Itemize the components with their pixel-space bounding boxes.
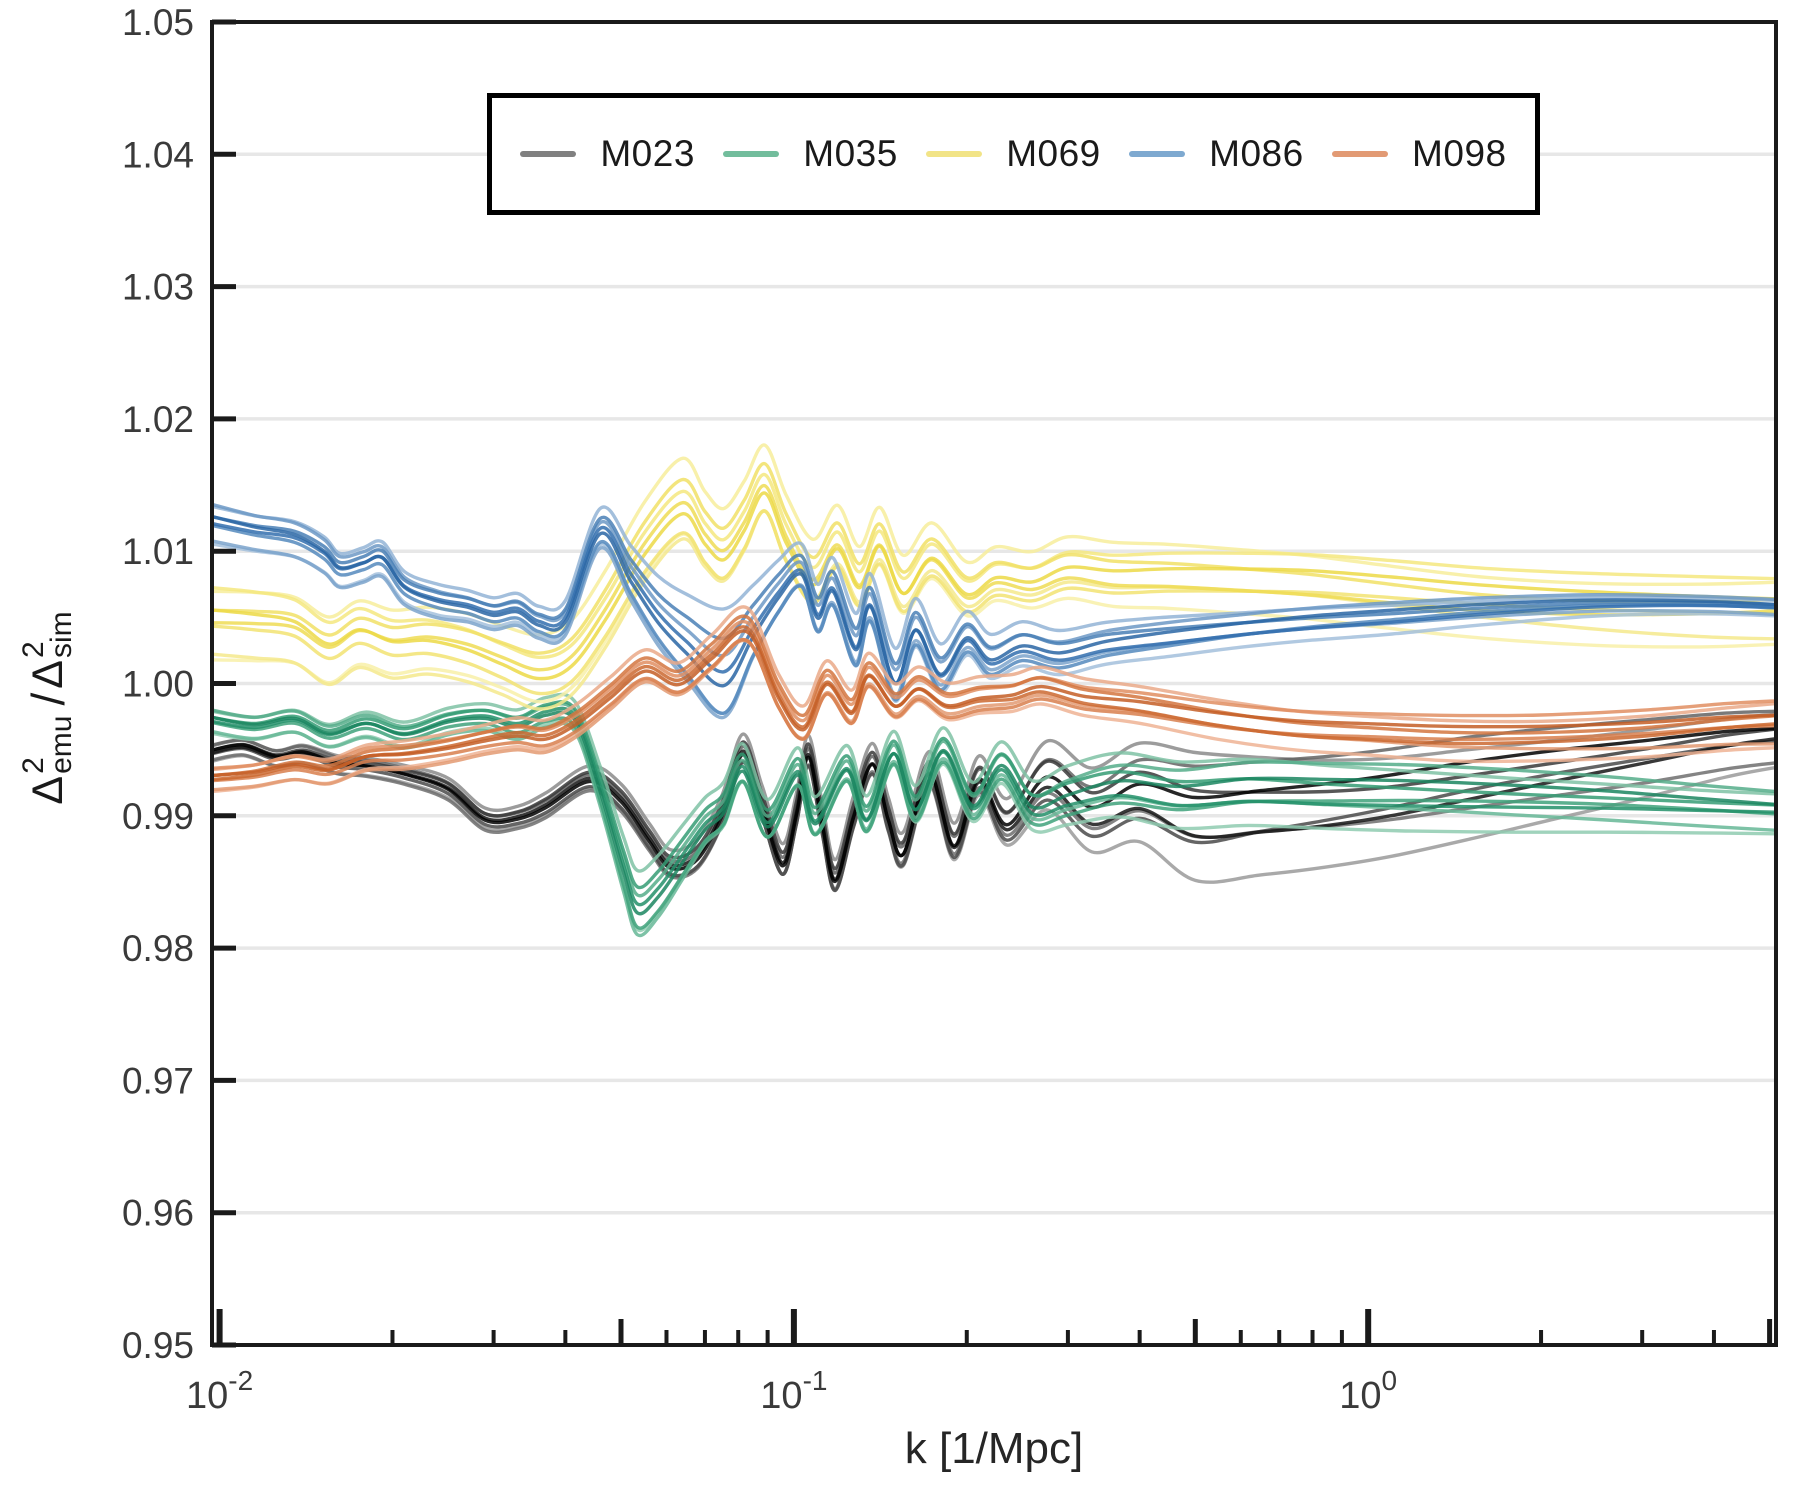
x-tick-label: 10-2 bbox=[186, 1365, 253, 1417]
x-tick-label: 100 bbox=[1339, 1365, 1397, 1417]
y-tick-label: 1.00 bbox=[122, 664, 194, 705]
legend-item-m023: M023 bbox=[520, 133, 695, 175]
series-group bbox=[212, 443, 1776, 938]
legend-label-m086: M086 bbox=[1209, 133, 1304, 174]
legend-item-m069: M069 bbox=[926, 133, 1101, 175]
legend-swatch-m098 bbox=[1332, 151, 1389, 157]
legend-swatch-m023 bbox=[520, 151, 577, 157]
grid bbox=[212, 152, 1776, 1215]
series-M035 bbox=[212, 692, 1776, 938]
legend: M023 M035 M069 M086 M098 bbox=[487, 93, 1540, 215]
legend-label-m069: M069 bbox=[1006, 133, 1101, 174]
ylabel-sub-left: emu bbox=[45, 715, 78, 774]
series-line-M086 bbox=[212, 514, 1776, 688]
series-line-M069 bbox=[212, 462, 1776, 655]
series-line-M023 bbox=[212, 726, 1776, 884]
y-axis-title: Δ 2 emu / Δ 2 sim bbox=[3, 425, 93, 985]
series-line-M098 bbox=[212, 614, 1776, 778]
ylabel-exp-right: 2 bbox=[16, 641, 50, 659]
y-tick-label: 0.96 bbox=[122, 1193, 194, 1234]
y-tick-label: 1.03 bbox=[122, 267, 194, 308]
series-M098 bbox=[212, 605, 1776, 794]
y-tick-label: 0.98 bbox=[122, 928, 194, 969]
ylabel-delta-right: Δ bbox=[23, 660, 72, 689]
legend-swatch-m086 bbox=[1129, 151, 1186, 157]
series-line-M035 bbox=[212, 706, 1776, 907]
ylabel-slash: / bbox=[22, 692, 74, 706]
y-tick-label: 0.99 bbox=[122, 796, 194, 837]
legend-item-m098: M098 bbox=[1332, 133, 1507, 175]
legend-label-m023: M023 bbox=[600, 133, 695, 174]
x-tick-label: 10-1 bbox=[760, 1365, 827, 1417]
legend-label-m098: M098 bbox=[1412, 133, 1507, 174]
x-axis-title: k [1/Mpc] bbox=[904, 1424, 1084, 1473]
series-line-M086 bbox=[212, 504, 1776, 650]
series-line-M098 bbox=[212, 629, 1776, 778]
y-tick-label: 1.01 bbox=[122, 531, 194, 572]
y-tick-label: 1.02 bbox=[122, 399, 194, 440]
series-line-M086 bbox=[212, 539, 1776, 720]
series-line-M035 bbox=[212, 692, 1776, 873]
legend-swatch-m035 bbox=[723, 151, 780, 157]
ylabel-exp-left: 2 bbox=[16, 757, 50, 774]
series-line-M069 bbox=[212, 472, 1776, 660]
series-M086 bbox=[212, 502, 1776, 720]
legend-item-m035: M035 bbox=[723, 133, 898, 175]
series-line-M086 bbox=[212, 502, 1776, 672]
y-tick-label: 0.95 bbox=[122, 1325, 194, 1366]
legend-swatch-m069 bbox=[926, 151, 983, 157]
legend-label-m035: M035 bbox=[803, 133, 898, 174]
legend-item-m086: M086 bbox=[1129, 133, 1304, 175]
series-line-M035 bbox=[212, 710, 1776, 916]
y-tick-label: 1.05 bbox=[122, 2, 194, 43]
ylabel-delta-left: Δ bbox=[23, 775, 72, 805]
series-line-M023 bbox=[212, 727, 1776, 871]
ticks: 0.95 0.96 0.97 0.98 0.99 1.00 1.01 1.02 1.03 1.04… bbox=[122, 2, 1773, 1417]
ylabel-sub-right: sim bbox=[45, 611, 78, 659]
y-tick-label: 1.04 bbox=[122, 134, 194, 175]
series-line-M098 bbox=[212, 637, 1776, 783]
series-line-M098 bbox=[212, 605, 1776, 772]
axes-frame bbox=[210, 20, 1778, 1347]
y-tick-label: 0.97 bbox=[122, 1060, 194, 1101]
